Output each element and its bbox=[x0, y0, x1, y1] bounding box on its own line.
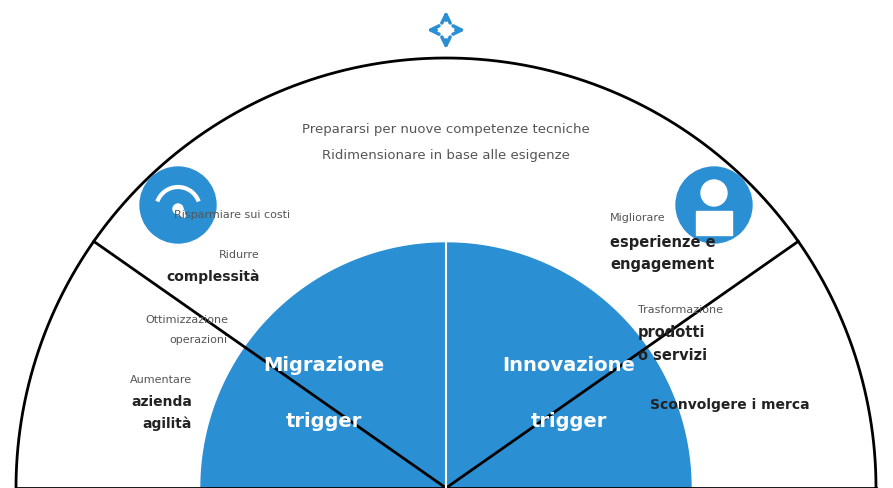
Text: Ridimensionare in base alle esigenze: Ridimensionare in base alle esigenze bbox=[322, 148, 570, 162]
Text: azienda: azienda bbox=[131, 395, 192, 409]
Text: Trasformazione: Trasformazione bbox=[638, 305, 723, 315]
Text: trigger: trigger bbox=[285, 412, 362, 431]
FancyBboxPatch shape bbox=[696, 211, 732, 235]
Circle shape bbox=[676, 167, 752, 243]
Circle shape bbox=[701, 180, 727, 206]
Text: engagement: engagement bbox=[610, 258, 714, 272]
Text: Migliorare: Migliorare bbox=[610, 213, 665, 223]
Text: Innovazione: Innovazione bbox=[502, 356, 635, 375]
Text: complessità: complessità bbox=[166, 270, 260, 284]
Text: Prepararsi per nuove competenze tecniche: Prepararsi per nuove competenze tecniche bbox=[302, 123, 590, 137]
Text: Ridurre: Ridurre bbox=[220, 250, 260, 260]
Text: Aumentare: Aumentare bbox=[129, 375, 192, 385]
Circle shape bbox=[140, 167, 216, 243]
Text: operazioni: operazioni bbox=[170, 335, 228, 345]
Circle shape bbox=[173, 204, 183, 214]
Text: Migrazione: Migrazione bbox=[263, 356, 384, 375]
Polygon shape bbox=[201, 243, 691, 488]
Text: o servizi: o servizi bbox=[638, 347, 707, 363]
Text: Risparmiare sui costi: Risparmiare sui costi bbox=[174, 210, 290, 220]
Text: Sconvolgere i merca: Sconvolgere i merca bbox=[650, 398, 810, 412]
Text: esperienze e: esperienze e bbox=[610, 236, 715, 250]
Text: trigger: trigger bbox=[530, 412, 606, 431]
Polygon shape bbox=[16, 58, 876, 488]
Text: agilità: agilità bbox=[143, 417, 192, 431]
Text: prodotti: prodotti bbox=[638, 325, 705, 341]
Text: Ottimizzazione: Ottimizzazione bbox=[145, 315, 228, 325]
